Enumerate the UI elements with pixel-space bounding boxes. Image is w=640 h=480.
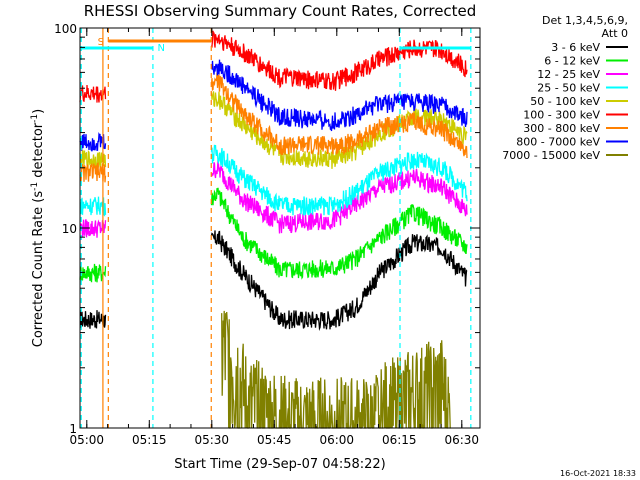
timestamp: 16-Oct-2021 18:33 [560,469,636,478]
y-axis-label-part2: detector [31,122,46,182]
legend-label-50-100-kev: 50 - 100 keV [530,95,600,108]
x-tick-label: 06:30 [444,433,479,447]
y-tick-label: 1 [69,422,77,436]
series-100-300-kev [79,30,468,103]
series-12-25-kev [79,160,468,238]
legend-label-800-7000-kev: 800 - 7000 keV [516,136,600,149]
legend-label-6-12-kev: 6 - 12 keV [544,55,600,68]
series-layer [79,30,468,429]
legend-header-line2: Att 0 [602,27,628,40]
legend-label-7000-15000-kev: 7000 - 15000 keV [502,149,600,162]
saa-flag-label: S [98,37,104,48]
x-tick-label: 05:15 [132,433,167,447]
x-axis-label: Start Time (29-Sep-07 04:58:22) [174,457,385,472]
legend-label-12-25-kev: 12 - 25 keV [537,68,600,81]
y-tick-label: 100 [54,22,77,36]
legend-label-100-300-kev: 100 - 300 keV [523,109,600,122]
y-axis-label-part3: ) [31,109,46,114]
series-800-7000-kev [79,59,468,152]
y-axis-label: Corrected Count Rate (s-1 detector-1) [30,109,46,347]
x-tick-label: 06:00 [319,433,354,447]
legend-label-300-800-kev: 300 - 800 keV [523,122,600,135]
series-50-100-kev [79,91,468,170]
series-3-6-kev [79,230,468,332]
chart-title: RHESSI Observing Summary Count Rates, Co… [84,2,477,20]
x-tick-label: 05:45 [257,433,292,447]
y-axis-label-exp2: -1 [30,114,40,123]
y-axis-label-exp1: -1 [30,182,40,191]
x-tick-label: 05:00 [69,433,104,447]
x-tick-label: 06:15 [382,433,417,447]
y-axis-label-part1: Corrected Count Rate (s [31,191,46,348]
series-6-12-kev [79,187,468,283]
axis-layer: 1 10 100 05:00 05:15 05:30 05:45 06:00 06:15 06:3… [54,22,480,447]
y-tick-label: 10 [62,222,77,236]
x-tick-label: 05:30 [194,433,229,447]
night-flag-label: N [158,43,165,54]
attenuator-flag-layer: SN [80,28,472,428]
legend-label-25-50-kev: 25 - 50 keV [537,82,600,95]
legend-header-line1: Det 1,3,4,5,6,9, [542,14,628,27]
legend-label-3-6-kev: 3 - 6 keV [551,41,600,54]
series-300-800-kev [79,72,468,183]
series-25-50-kev [79,144,468,217]
